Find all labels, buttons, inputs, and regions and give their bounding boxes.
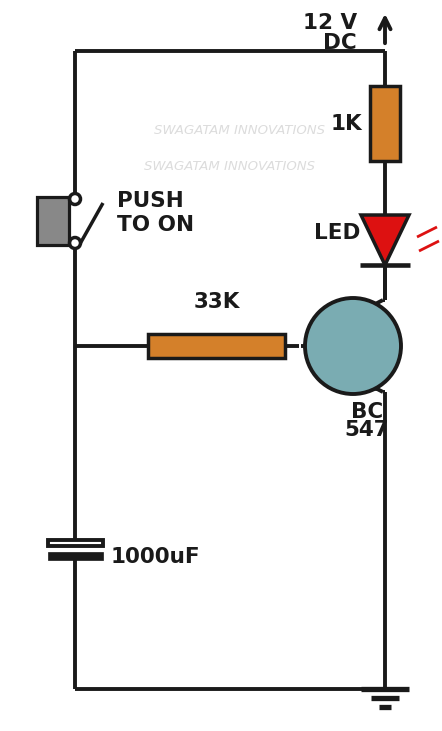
- Text: 12 V: 12 V: [303, 13, 357, 33]
- Text: SWAGATAM INNOVATIONS: SWAGATAM INNOVATIONS: [155, 124, 325, 137]
- Ellipse shape: [305, 298, 401, 394]
- Text: 33K: 33K: [193, 292, 240, 312]
- Bar: [48, 540, 103, 546]
- Polygon shape: [361, 215, 409, 265]
- Text: BC: BC: [351, 402, 383, 422]
- Text: SWAGATAM INNOVATIONS: SWAGATAM INNOVATIONS: [145, 159, 316, 173]
- Bar: [370, 86, 400, 161]
- Text: 1K: 1K: [330, 113, 362, 134]
- Bar: [148, 334, 285, 358]
- Text: DC: DC: [323, 33, 357, 53]
- Bar: [37, 197, 69, 245]
- Text: PUSH
TO ON: PUSH TO ON: [117, 191, 194, 235]
- Text: 547: 547: [345, 420, 389, 440]
- Bar: [48, 552, 103, 560]
- Text: 1000uF: 1000uF: [111, 547, 201, 567]
- Text: LED: LED: [314, 223, 360, 243]
